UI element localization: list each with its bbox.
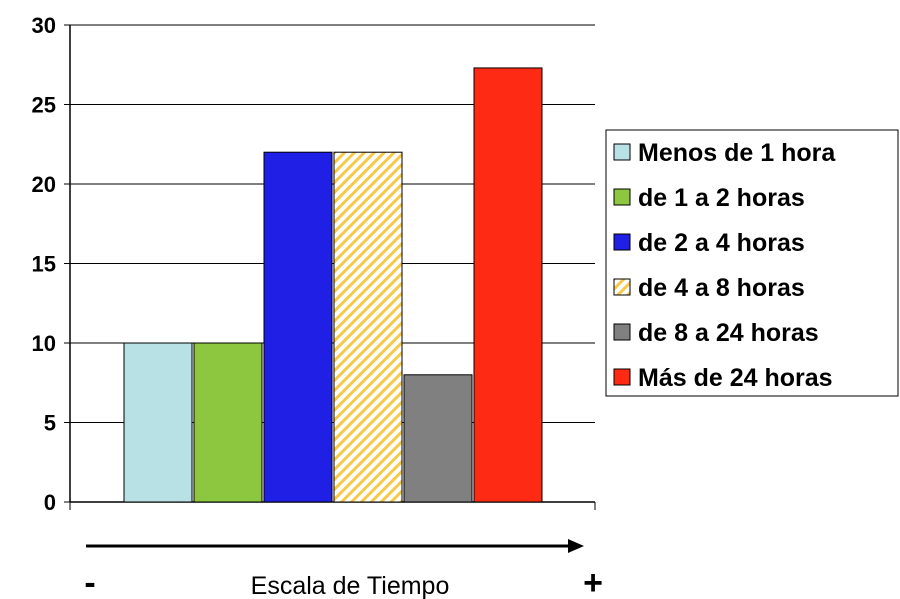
legend: Menos de 1 hora de 1 a 2 horas de 2 a 4 ho… xyxy=(605,129,899,397)
x-axis-label-group: - Escala de Tiempo + xyxy=(84,539,603,599)
legend-label: de 2 a 4 horas xyxy=(638,229,805,257)
y-tick-label: 0 xyxy=(44,490,56,515)
bar-2 xyxy=(193,342,263,503)
plot-area: 0 5 10 15 20 25 30 xyxy=(32,13,596,515)
bar-1 xyxy=(123,342,193,503)
bar-3 xyxy=(263,151,333,503)
legend-label: de 4 a 8 horas xyxy=(638,274,805,302)
legend-swatch xyxy=(613,233,631,251)
y-tick-label: 25 xyxy=(32,93,56,118)
axis-start-label: - xyxy=(84,564,95,599)
legend-swatch xyxy=(613,368,631,386)
legend-swatch xyxy=(613,323,631,341)
time-scale-arrowhead xyxy=(568,539,584,553)
y-tick-label: 15 xyxy=(32,252,56,277)
bar-5 xyxy=(403,374,473,503)
y-tick-label: 30 xyxy=(32,13,56,38)
legend-swatch xyxy=(613,278,631,296)
legend-swatch xyxy=(613,143,631,161)
legend-label: de 1 a 2 horas xyxy=(638,184,805,212)
bar-6 xyxy=(473,67,543,503)
legend-label: Menos de 1 hora xyxy=(638,139,836,167)
y-tick-label: 5 xyxy=(44,411,56,436)
legend-label: de 8 a 24 horas xyxy=(638,319,819,347)
axis-end-label: + xyxy=(583,564,603,599)
legend-swatch xyxy=(613,188,631,206)
x-axis-label: Escala de Tiempo xyxy=(251,572,450,599)
y-tick-label: 10 xyxy=(32,331,56,356)
bar-4 xyxy=(333,151,403,503)
legend-label: Más de 24 horas xyxy=(638,364,833,392)
y-tick-label: 20 xyxy=(32,172,56,197)
legend-box xyxy=(605,129,899,397)
